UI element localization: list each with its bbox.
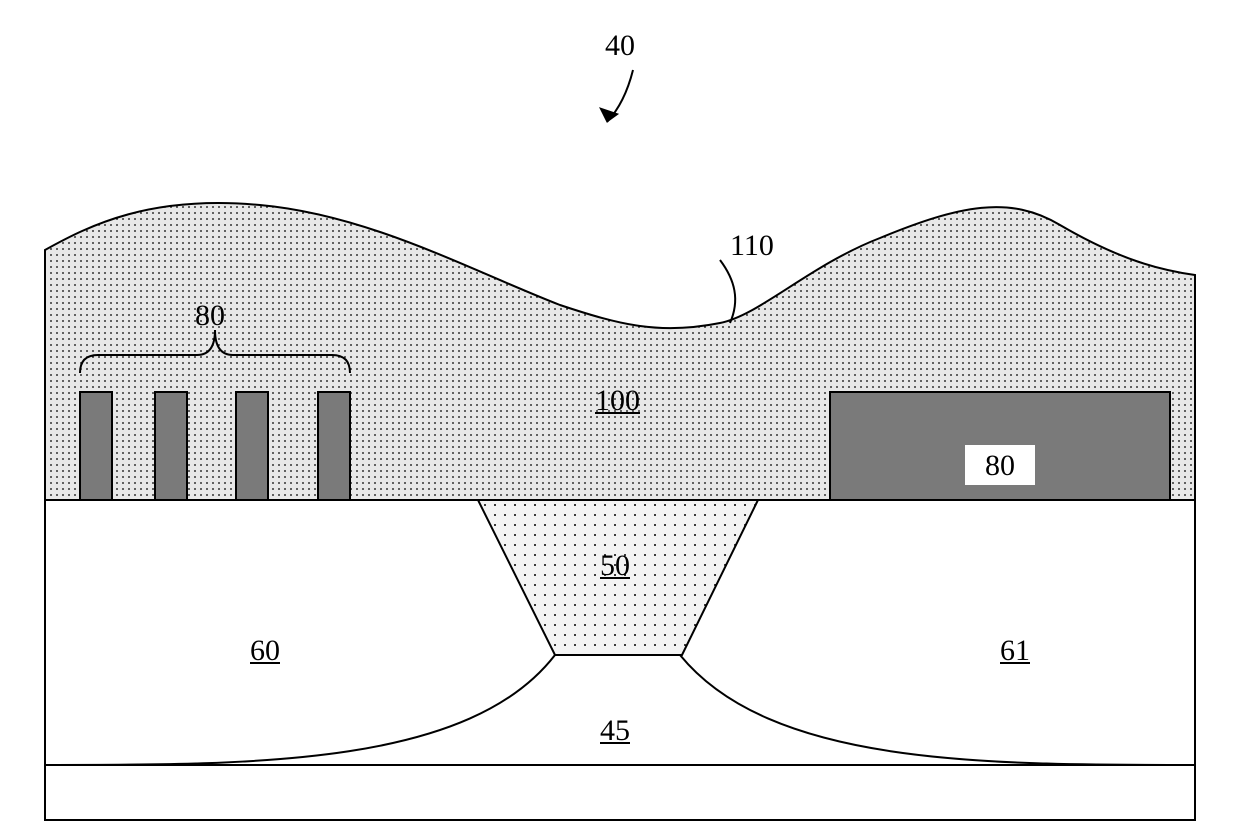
feature-80-bar xyxy=(236,392,268,500)
feature-80-bar xyxy=(80,392,112,500)
feature-80-bar xyxy=(318,392,350,500)
feature-80-bar xyxy=(155,392,187,500)
leader-110 xyxy=(720,260,735,323)
semiconductor-cross-section-diagram: 40110801005060614580 xyxy=(0,0,1239,835)
ref-label-80-right: 80 xyxy=(985,449,1015,482)
ref-label-40: 40 xyxy=(605,29,635,62)
ref-label-110: 110 xyxy=(730,229,774,262)
ref-label-80: 80 xyxy=(195,299,225,332)
